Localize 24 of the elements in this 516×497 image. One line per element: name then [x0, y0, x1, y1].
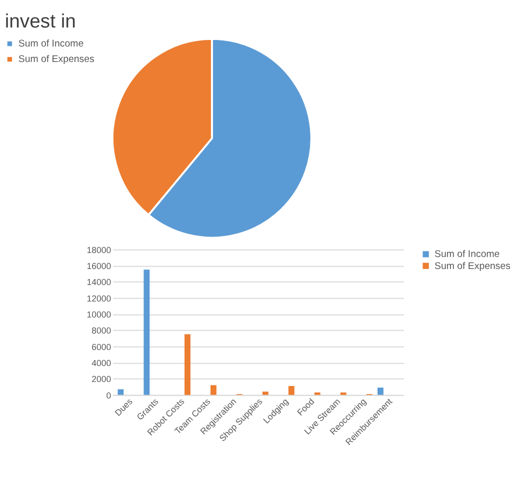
y-tick-label: 8000 [92, 326, 112, 336]
y-tick-label: 18000 [86, 244, 112, 255]
bar [184, 334, 190, 395]
legend-label: Sum of Income [434, 249, 500, 260]
bar [378, 388, 384, 395]
bar [288, 386, 294, 395]
y-tick-label: 4000 [92, 358, 112, 368]
bar [340, 392, 346, 395]
legend-label: Sum of Expenses [434, 260, 511, 272]
y-tick-label: 12000 [86, 293, 112, 304]
y-tick-label: 16000 [86, 260, 112, 271]
y-tick-label: 14000 [86, 277, 112, 288]
bar [314, 392, 320, 395]
bar [262, 392, 268, 395]
y-tick-label: 6000 [92, 342, 112, 352]
legend-label: Sum of Expenses [18, 54, 95, 66]
bar [144, 270, 150, 395]
bar [210, 385, 216, 395]
bar [118, 389, 124, 395]
legend-label: Sum of Income [18, 38, 84, 50]
chart-title: invest in [4, 10, 76, 32]
y-tick-label: 10000 [86, 309, 112, 320]
y-tick-label: 0 [106, 390, 112, 400]
y-tick-label: 2000 [92, 374, 112, 384]
